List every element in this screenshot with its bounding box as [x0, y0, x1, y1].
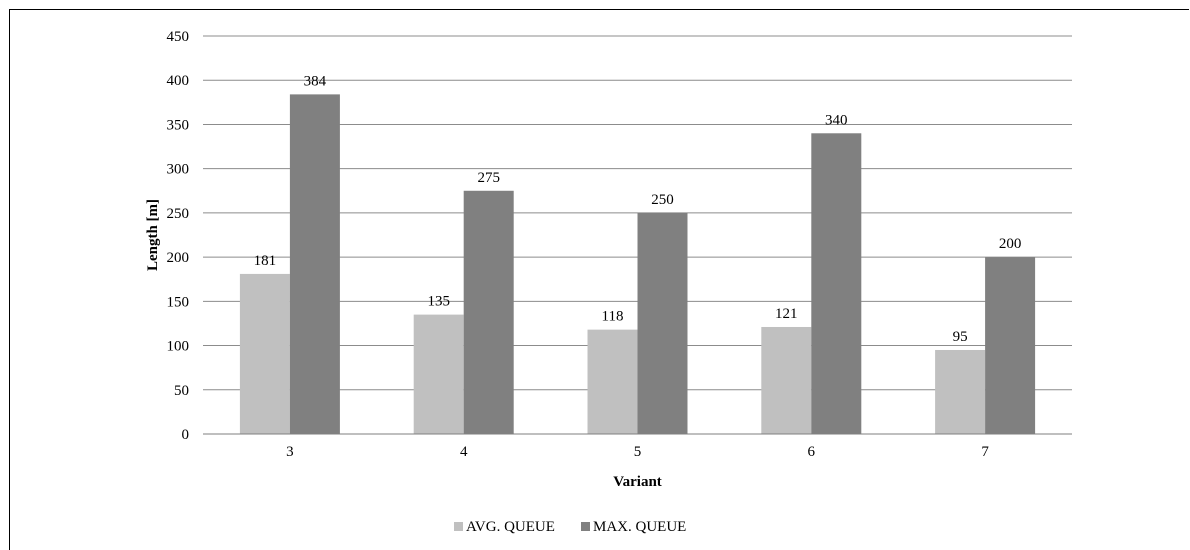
x-tick-label: 7 [981, 444, 989, 460]
y-tick-label: 200 [167, 250, 190, 266]
data-labels: 181 384 135 275 118 250 121 340 95 200 [254, 73, 1022, 345]
bar-avg-queue [935, 349, 986, 434]
bar-max-queue [637, 212, 688, 434]
bar-max-queue [985, 257, 1036, 434]
bar-avg-queue [587, 329, 638, 434]
legend-swatch [581, 522, 590, 531]
bar-max-queue [811, 133, 862, 435]
y-tick-label: 50 [174, 383, 189, 399]
y-tick-label: 450 [167, 29, 190, 45]
data-label: 118 [602, 309, 624, 325]
y-tick-label: 250 [167, 206, 190, 222]
data-label: 250 [651, 192, 674, 208]
bar-avg-queue [413, 314, 464, 434]
legend: AVG. QUEUE MAX. QUEUE [454, 519, 686, 535]
bar-max-queue [289, 94, 340, 434]
x-tick-label: 4 [460, 444, 468, 460]
y-tick-label: 400 [167, 73, 190, 89]
data-label: 121 [775, 306, 798, 322]
data-label: 200 [999, 236, 1022, 252]
data-label: 275 [477, 170, 500, 186]
data-label: 384 [304, 73, 327, 89]
legend-label: AVG. QUEUE [466, 519, 555, 535]
chart-frame [9, 9, 1189, 550]
data-label: 181 [254, 253, 277, 269]
y-tick-label: 0 [182, 427, 190, 443]
bar-max-queue [463, 190, 514, 434]
y-tick-labels: 0 50 100 150 200 250 300 350 400 450 [167, 29, 190, 443]
y-tick-label: 100 [167, 339, 190, 355]
x-tick-label: 3 [286, 444, 294, 460]
y-tick-label: 150 [167, 294, 190, 310]
x-tick-labels: 3 4 5 6 7 [286, 444, 989, 460]
bar-avg-queue [761, 326, 812, 434]
y-tick-label: 300 [167, 162, 190, 178]
legend-label: MAX. QUEUE [593, 519, 686, 535]
bar-avg-queue [239, 273, 290, 434]
data-label: 95 [953, 329, 968, 345]
x-tick-label: 6 [808, 444, 816, 460]
x-axis-title: Variant [613, 474, 662, 490]
bars [239, 94, 1036, 435]
legend-swatch [454, 522, 463, 531]
y-tick-label: 350 [167, 117, 190, 133]
y-axis-title: Length [m] [145, 199, 161, 271]
data-label: 135 [427, 294, 450, 310]
data-label: 340 [825, 112, 848, 128]
x-tick-label: 5 [634, 444, 642, 460]
